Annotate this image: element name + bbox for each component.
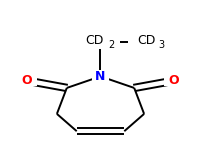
Text: 2: 2: [108, 40, 114, 50]
Bar: [91, 71, 109, 82]
Bar: [128, 35, 167, 49]
Bar: [163, 75, 183, 86]
Text: O: O: [168, 74, 178, 87]
Text: O: O: [22, 74, 32, 87]
Text: N: N: [95, 70, 105, 83]
Text: CD: CD: [136, 34, 155, 47]
Bar: [17, 75, 37, 86]
Bar: [80, 35, 120, 49]
Text: 3: 3: [157, 40, 163, 50]
Text: CD: CD: [85, 34, 103, 47]
